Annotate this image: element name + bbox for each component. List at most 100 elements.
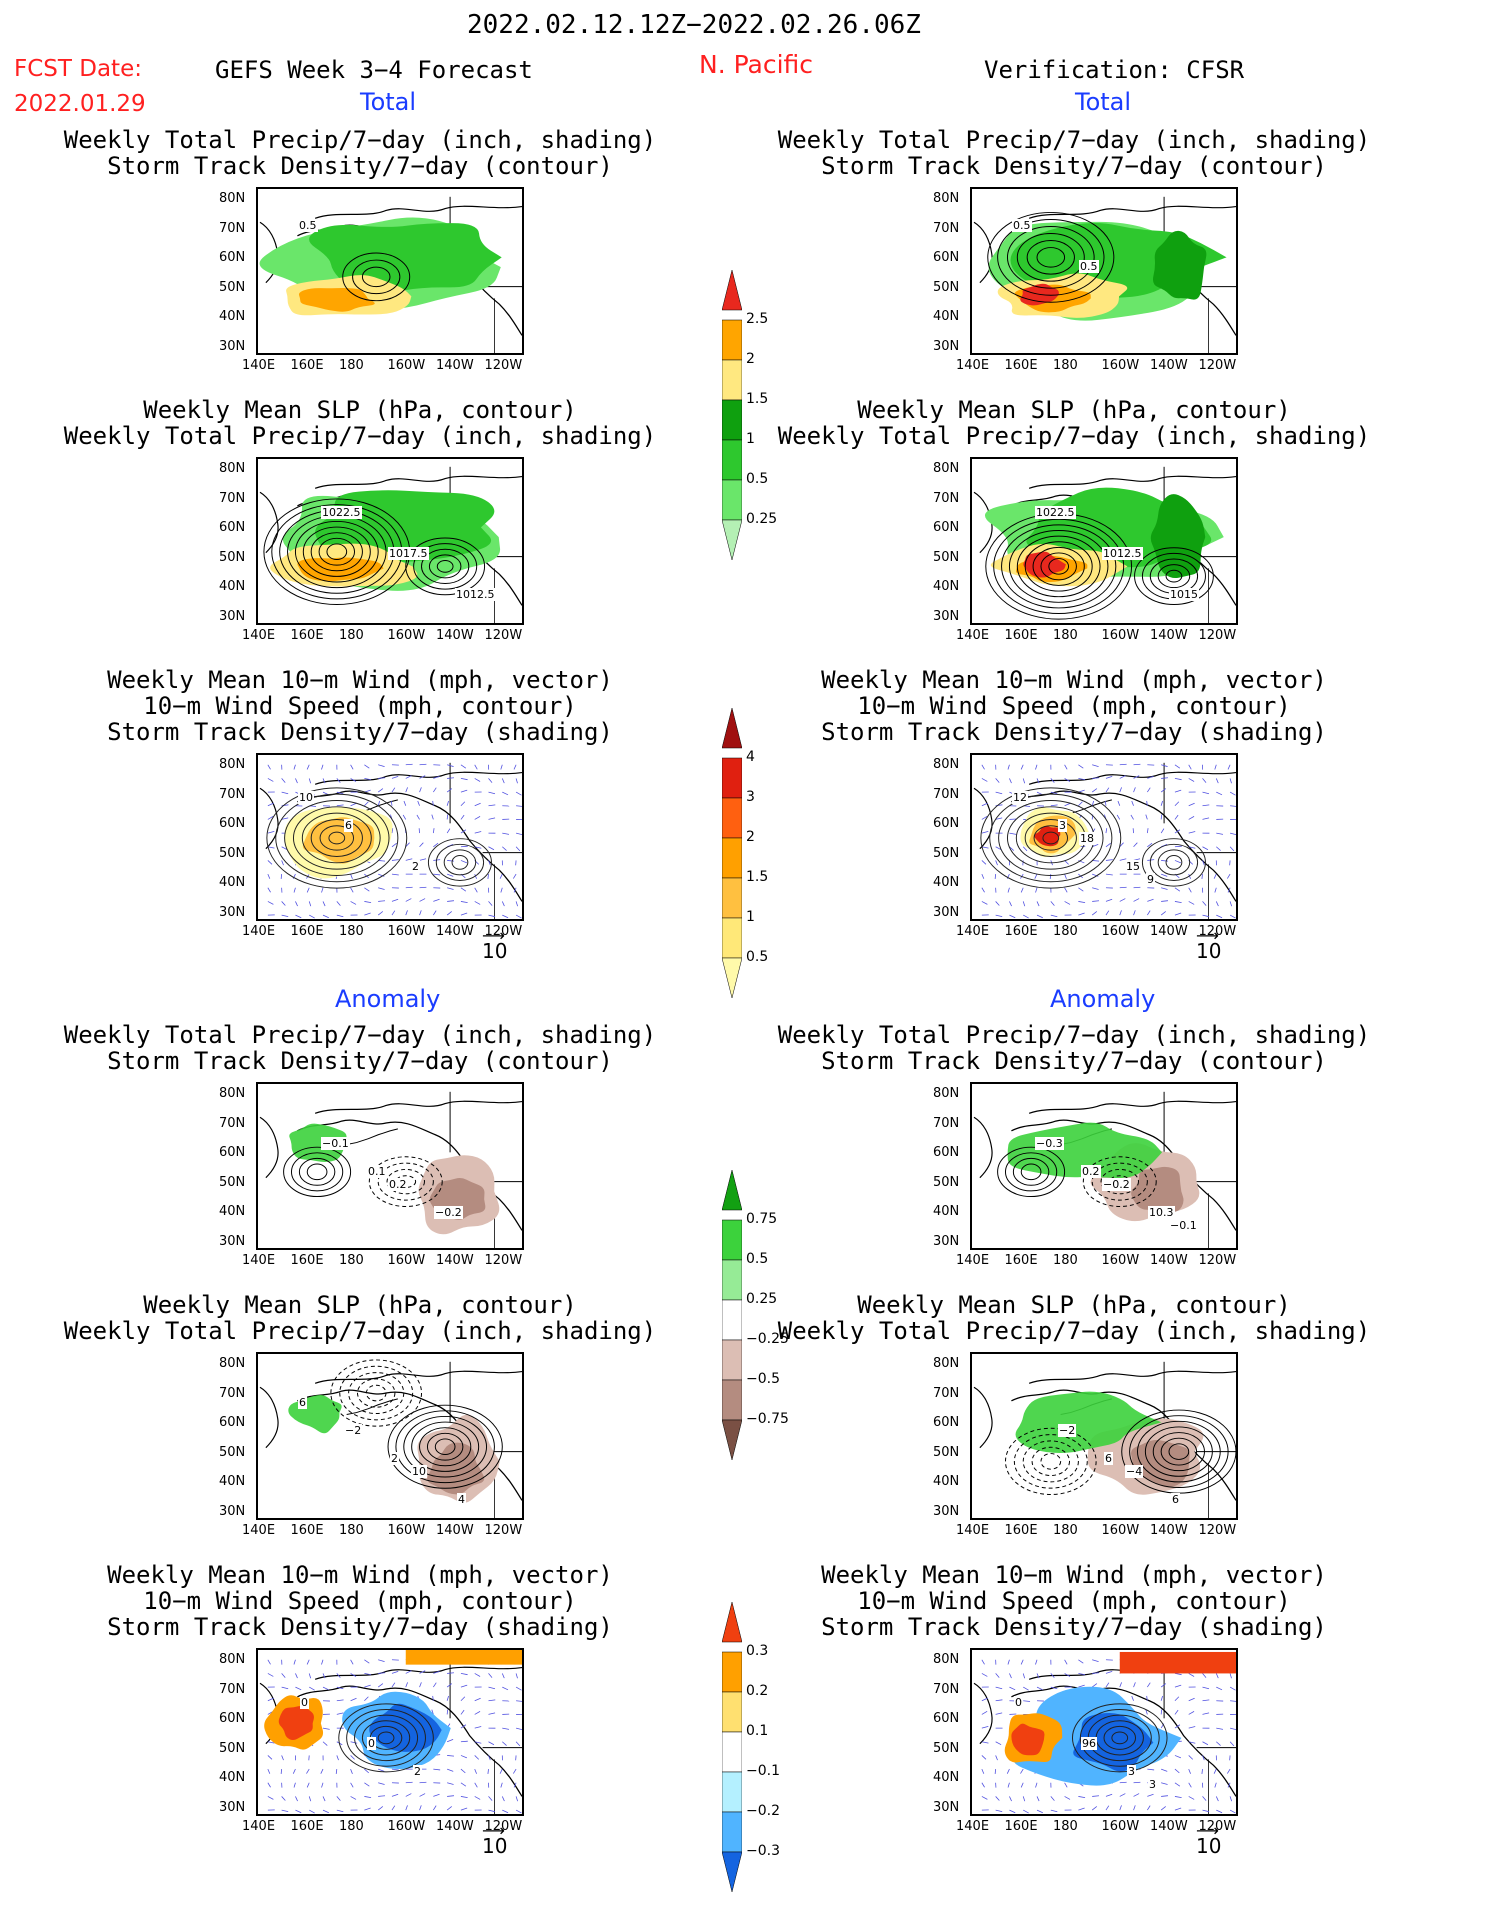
colorbar-swatch [721, 797, 743, 839]
lat-tick-label: 70N [933, 1115, 960, 1131]
lon-tick-label: 180 [1053, 628, 1078, 643]
colorbar-label: −0.75 [746, 1411, 789, 1427]
anom-slp-contour-pos [395, 1410, 495, 1484]
lon-tick-label: 120W [484, 628, 523, 643]
slp-contour-low [993, 518, 1125, 615]
lat-tick-label: 60N [219, 1711, 246, 1726]
anom-storm-contour-pos [1020, 1163, 1042, 1181]
lon-tick-label: 160W [1101, 924, 1140, 939]
vector-reference: 10 [482, 1834, 508, 1858]
colorbar-label: 2 [746, 351, 755, 367]
verification-total-wind-storm-title-line: Weekly Mean 10−m Wind (mph, vector) [821, 666, 1327, 694]
anom-wind-speed-contour [1103, 1725, 1137, 1750]
wind-speed-contour [1024, 818, 1077, 857]
vector-reference: 10 [1196, 939, 1222, 963]
wind-speed-contour [284, 800, 390, 876]
lon-tick-label: 120W [1198, 358, 1237, 373]
verification-total-wind-storm-title-line: 10−m Wind Speed (mph, contour) [857, 692, 1291, 720]
slp-contour-low [1024, 541, 1093, 592]
lon-tick-label: 140W [436, 1819, 474, 1834]
lat-tick-label: 40N [933, 1474, 960, 1489]
lon-tick-label: 140W [436, 628, 474, 643]
wind-speed-contour [1033, 825, 1069, 851]
wind-speed-contour [980, 787, 1122, 889]
verification-anomaly-wind-storm-map: 3 0 96 3 [970, 1648, 1238, 1816]
slp-contour-low [294, 520, 379, 583]
lon-tick-label: 120W [1198, 1523, 1237, 1538]
anom-wind-speed-contour [354, 1714, 419, 1762]
anom-storm-contour-neg [1100, 1168, 1139, 1195]
anom-slp-contour-neg [1031, 1446, 1071, 1477]
wind-speed-contour [266, 787, 408, 889]
lat-tick-label: 80N [933, 757, 960, 772]
lon-tick-label: 160E [290, 358, 324, 373]
colorbar-label: −0.3 [746, 1843, 780, 1859]
lat-tick-label: 70N [219, 786, 246, 802]
anom-wind-speed-contour [346, 1709, 426, 1767]
anom-wind-vectors [267, 1658, 522, 1814]
lat-tick-label: 80N [933, 191, 960, 206]
vector-reference: 10 [482, 939, 508, 963]
contour-label: −0.1 [1169, 1219, 1198, 1232]
wind-speed-contour-east [451, 855, 469, 870]
lon-tick-label: 160W [1101, 1253, 1140, 1268]
lon-tick-label: 140W [1150, 1523, 1188, 1538]
contour-label: 6 [298, 1396, 307, 1409]
lon-tick-label: 160E [290, 924, 324, 939]
colorbar-anom_precip: 0.75 0.5 0.25 −0.25 −0.5 −0.75 [721, 1169, 812, 1470]
lon-tick-label: 120W [1198, 924, 1237, 939]
contour-label: 15 [1125, 860, 1141, 873]
forecast-title: GEFS Week 3−4 Forecast [215, 56, 533, 84]
forecast-anomaly-precip-storm-map: 0.1 −0.2 −0.1 0.2 [256, 1082, 524, 1250]
anom-wet-shade [289, 1123, 347, 1162]
anom-slp-contour-pos [426, 1432, 464, 1461]
contour-label: 1017.5 [388, 547, 429, 560]
colorbar-label: 2.5 [746, 311, 769, 327]
lat-tick-label: 50N [219, 279, 246, 295]
lat-tick-label: 80N [219, 1356, 246, 1371]
forecast-anomaly-precip-storm-title-line: Weekly Total Precip/7−day (inch, shading… [63, 1021, 657, 1049]
colorbar-label: 0.3 [746, 1643, 769, 1659]
colorbar-label: 4 [746, 749, 755, 765]
anom-wind-speed-contour [1071, 1703, 1168, 1773]
lat-tick-label: 50N [219, 1444, 246, 1460]
lat-tick-label: 50N [933, 279, 960, 295]
anom-slp-contour-pos [1168, 1443, 1190, 1460]
lon-tick-label: 160E [290, 1523, 324, 1538]
slp-contour-low-east [1157, 564, 1191, 589]
contour-label: 6 [1171, 1493, 1180, 1506]
lon-tick-label: 120W [1198, 1819, 1237, 1834]
lat-tick-label: 30N [219, 338, 246, 354]
colorbar-label: 2 [746, 829, 755, 845]
anom-storm-contour-pos [997, 1146, 1066, 1198]
storm-track-contour [1016, 233, 1085, 282]
fcst-date-label: FCST Date: [14, 56, 142, 82]
wind-vectors [981, 763, 1236, 919]
wind-speed-contour [292, 806, 381, 870]
slp-contour-low-east [421, 548, 470, 584]
slp-contour-low-east [1165, 569, 1183, 583]
storm-track-contour [987, 211, 1115, 303]
anom-storm-contour-neg [1082, 1156, 1157, 1207]
forecast-anomaly-wind-storm-title-line: Storm Track Density/7−day (shading) [107, 1613, 613, 1641]
colorbar-swatch [721, 837, 743, 879]
contour-label: 10 [411, 1465, 427, 1478]
lat-tick-label: 40N [933, 1204, 960, 1219]
colorbar-swatch [721, 957, 743, 999]
anom-storm-contour-neg [1091, 1162, 1148, 1201]
lon-tick-label: 180 [1053, 1253, 1078, 1268]
wind-speed-contour [989, 793, 1113, 883]
anom-wind-speed-contour [1111, 1731, 1129, 1745]
contour-label: 9 [1146, 873, 1155, 886]
fcst-date: 2022.01.29 [14, 91, 146, 117]
lat-tick-label: 70N [933, 1385, 960, 1401]
verification-anomaly-precip-storm-title-line: Storm Track Density/7−day (contour) [821, 1047, 1327, 1075]
lon-tick-label: 180 [339, 924, 364, 939]
colorbar-swatch [721, 1851, 743, 1893]
lon-tick-label: 180 [1053, 924, 1078, 939]
lon-tick-label: 140W [1150, 924, 1188, 939]
anom-slp-contour-pos [1129, 1415, 1229, 1489]
lat-tick-label: 50N [219, 1740, 246, 1756]
lat-tick-label: 60N [219, 1415, 246, 1430]
lon-tick-label: 160E [1004, 628, 1038, 643]
